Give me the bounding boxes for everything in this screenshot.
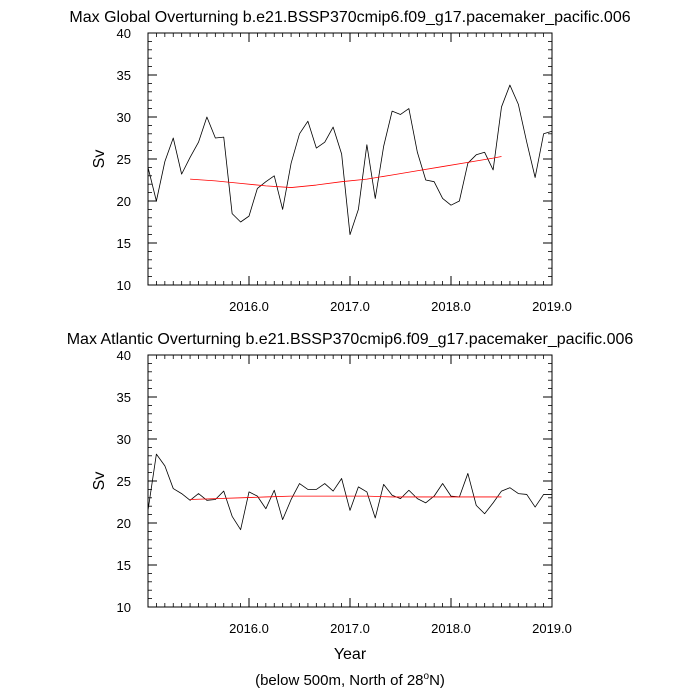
x-tick-label: 2017.0 (330, 621, 370, 636)
footer-note: (below 500m, North of 28oN) (255, 671, 445, 689)
x-axis-label: Year (334, 646, 367, 663)
y-tick-label: 30 (117, 432, 131, 447)
y-tick-label: 20 (117, 516, 131, 531)
x-tick-label: 2016.0 (229, 299, 269, 314)
series-line-monthly (147, 453, 552, 531)
y-tick-label: 15 (117, 558, 131, 573)
y-tick-label: 25 (117, 152, 131, 167)
y-tick-label: 40 (117, 26, 131, 41)
panel-title: Max Global Overturning b.e21.BSSP370cmip… (69, 9, 630, 26)
y-tick-label: 25 (117, 474, 131, 489)
panel-title: Max Atlantic Overturning b.e21.BSSP370cm… (67, 331, 634, 348)
x-tick-label: 2016.0 (229, 621, 269, 636)
plot-area-global: 2016.0 2017.0 2018.0 2019.0 10 15 20 25 30 35 40 (117, 26, 572, 314)
series-line-smoothed (190, 495, 502, 500)
series-line-smoothed (190, 156, 502, 188)
y-tick-label: 35 (117, 68, 131, 83)
footer-prefix: (below 500m, North of 28 (255, 672, 423, 689)
y-tick-label: 40 (117, 348, 131, 363)
plot-area-atlantic: 2016.0 2017.0 2018.0 2019.0 10 15 20 25 30 35 40 (117, 348, 572, 636)
panel-atlantic: Max Atlantic Overturning b.e21.BSSP370cm… (67, 331, 634, 663)
y-axis-label: Sv (91, 472, 108, 491)
y-tick-label: 20 (117, 194, 131, 209)
x-tick-label: 2018.0 (431, 621, 471, 636)
footer-suffix: N) (429, 672, 445, 689)
y-tick-label: 30 (117, 110, 131, 125)
y-tick-label: 35 (117, 390, 131, 405)
y-tick-label: 10 (117, 278, 131, 293)
y-tick-label: 10 (117, 600, 131, 615)
x-tick-label: 2019.0 (532, 299, 572, 314)
x-tick-label: 2017.0 (330, 299, 370, 314)
x-tick-label: 2019.0 (532, 621, 572, 636)
y-axis-label: Sv (91, 150, 108, 169)
degree-symbol: o (424, 671, 430, 682)
y-tick-label: 15 (117, 236, 131, 251)
plot-frame (147, 32, 553, 286)
series-line-monthly (147, 84, 553, 236)
panel-global: Max Global Overturning b.e21.BSSP370cmip… (69, 9, 630, 314)
x-tick-label: 2018.0 (431, 299, 471, 314)
plot-frame (147, 354, 553, 608)
